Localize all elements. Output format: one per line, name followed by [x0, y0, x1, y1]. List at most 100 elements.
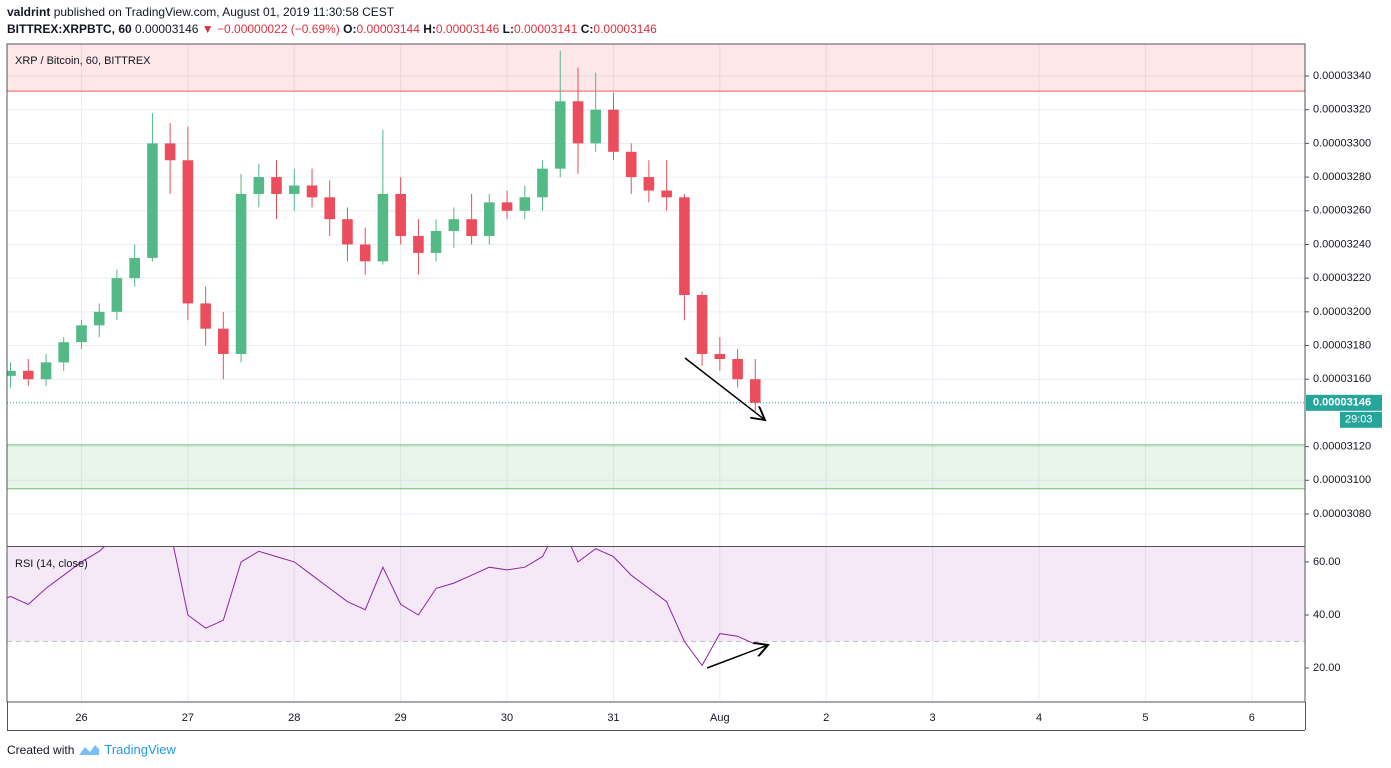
candle-body — [58, 342, 70, 363]
candle-body — [22, 370, 34, 380]
candle-body — [164, 143, 176, 161]
candle-body — [217, 328, 229, 354]
zone — [7, 44, 1305, 92]
candle-body — [253, 177, 265, 194]
candle-body — [111, 278, 123, 312]
candle-body — [324, 197, 335, 220]
y-tick-label: 0.00003160 — [1313, 373, 1371, 385]
x-tick-label: 26 — [75, 712, 87, 724]
logo — [79, 744, 100, 755]
candle-body — [7, 370, 16, 376]
candle-body — [448, 219, 460, 231]
created-with: Created with — [7, 742, 75, 757]
x-tick-label: 5 — [1142, 712, 1148, 724]
rsi-pane — [7, 546, 1305, 702]
countdown: 29:03 — [1345, 414, 1373, 426]
x-tick-label: 2 — [823, 712, 829, 724]
footer: Created with TradingView — [7, 742, 176, 757]
candle-body — [377, 193, 389, 262]
y-tick-label: 0.00003300 — [1313, 137, 1371, 149]
trend-arrow — [684, 357, 765, 420]
x-tick-label: 28 — [288, 712, 300, 724]
change: −0.00000022 (−0.69%) — [217, 22, 340, 36]
candle-body — [483, 202, 495, 237]
candle-body — [342, 219, 353, 245]
y-tick-label: 0.00003120 — [1313, 441, 1371, 453]
candle-body — [76, 325, 87, 343]
y-tick-label: 40.00 — [1313, 609, 1341, 621]
y-tick-label: 0.00003180 — [1313, 339, 1371, 351]
high: 0.00003146 — [435, 22, 500, 36]
candle-body — [40, 362, 52, 380]
candle-body — [696, 295, 708, 354]
y-tick-label: 0.00003100 — [1313, 474, 1371, 486]
y-tick-label: 0.00003240 — [1313, 238, 1371, 250]
x-tick-label: 27 — [182, 712, 194, 724]
candle-body — [395, 193, 406, 237]
x-tick-label: Aug — [710, 712, 730, 724]
frame — [6, 43, 1306, 703]
candle-body — [749, 379, 761, 403]
candle-body — [359, 244, 371, 262]
candle-body — [572, 101, 584, 144]
last-price-label: 0.00003146 — [1313, 397, 1371, 409]
brand: TradingView — [104, 742, 176, 757]
y-tick-label: 0.00003280 — [1313, 171, 1371, 183]
header: valdrint published on TradingView.com, A… — [7, 4, 657, 38]
y-tick-label: 0.00003340 — [1313, 70, 1371, 82]
y-tick-label: 0.00003260 — [1313, 205, 1371, 217]
down-triangle: ▼ — [201, 22, 214, 36]
last-price-tag — [1306, 394, 1382, 411]
chart-title: XRP / Bitcoin, 60, BITTREX — [15, 55, 151, 67]
x-tick-label: 3 — [930, 712, 936, 724]
open-label: O: — [343, 22, 357, 36]
close: 0.00003146 — [593, 22, 657, 36]
y-tick-label: 0.00003200 — [1313, 306, 1371, 318]
candle-body — [732, 359, 743, 380]
candle-body — [661, 190, 672, 198]
candle-body — [182, 160, 194, 304]
candle-body — [306, 185, 318, 198]
candle-body — [413, 236, 424, 253]
candle-body — [466, 219, 477, 237]
rsi-line — [7, 546, 756, 667]
candle-body — [430, 230, 442, 253]
candle-body — [93, 311, 105, 326]
candle-body — [519, 197, 531, 211]
x-tick-label: 30 — [501, 712, 513, 724]
candle-body — [129, 257, 140, 279]
y-tick-label: 0.00003320 — [1313, 104, 1371, 116]
candle-body — [537, 168, 548, 198]
open: 0.00003144 — [356, 22, 420, 36]
low: 0.00003141 — [513, 22, 578, 36]
price-pane — [7, 44, 1305, 546]
rsi-trend-arrow — [706, 645, 768, 669]
y-tick-label: 60.00 — [1313, 556, 1341, 568]
x-tick-label: 4 — [1036, 712, 1042, 724]
rsi-title: RSI (14, close) — [15, 558, 88, 570]
low-label: L: — [502, 22, 514, 36]
close-label: C: — [580, 22, 594, 36]
candle-body — [271, 177, 282, 194]
candle-body — [590, 109, 601, 144]
countdown-tag — [1340, 411, 1382, 428]
zone — [7, 444, 1305, 489]
x-tick-label: 29 — [395, 712, 407, 724]
high-label: H: — [423, 22, 436, 36]
symbol: BITTREX:XRPBTC, 60 — [7, 22, 132, 36]
candle-body — [714, 353, 726, 360]
symbol-line: BITTREX:XRPBTC, 60 0.00003146 ▼ −0.00000… — [7, 21, 657, 38]
axes: 26 27 28 29 30 31 Aug 2 3 4 5 6 0.00003080 0.00003100… — [75, 70, 1382, 724]
candle-body — [235, 193, 247, 354]
last-price: 0.00003146 — [135, 22, 199, 36]
y-tick-label: 20.00 — [1313, 662, 1341, 674]
published: published on TradingView.com, August 01,… — [53, 5, 395, 19]
candle-body — [554, 101, 566, 169]
candle-body — [288, 185, 300, 194]
y-tick-label: 0.00003080 — [1313, 508, 1371, 520]
candle-body — [501, 202, 513, 211]
candle-body — [643, 177, 655, 191]
publish-line: valdrint published on TradingView.com, A… — [7, 4, 657, 21]
